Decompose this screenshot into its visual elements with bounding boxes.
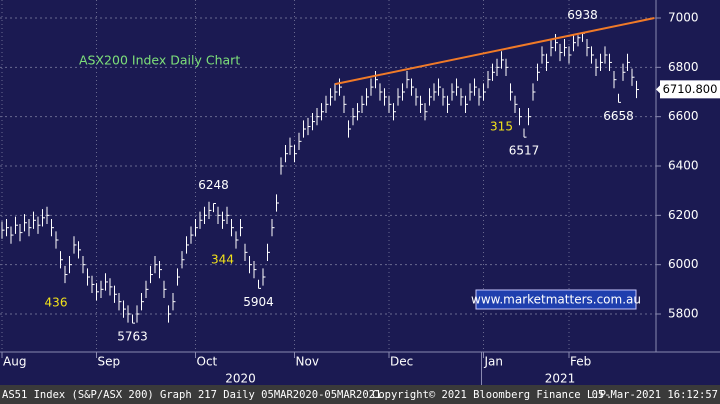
annotation: 6517 [509,144,540,158]
x-tick-label: Sep [98,355,121,369]
watermark-frame [475,289,637,310]
x-tick-label: Dec [390,355,413,369]
count-label: 436 [45,295,68,309]
y-tick-label: 6400 [668,159,699,173]
year-label: 2020 [225,372,256,386]
footer-bar [0,385,720,404]
x-tick-label: Jan [484,355,504,369]
chart-title: ASX200 Index Daily Chart [79,53,240,68]
x-tick-label: Feb [570,355,591,369]
annotation: 5904 [243,295,274,309]
y-tick-label: 5800 [668,307,699,321]
x-tick-label: Aug [3,355,26,369]
annotation: 6938 [567,8,598,22]
watermark: www.marketmatters.com.au [471,293,641,307]
year-label: 2021 [545,372,576,386]
count-label: 315 [490,120,513,134]
y-tick-label: 6200 [668,208,699,222]
x-tick-label: Oct [197,355,218,369]
last-price-box [660,80,720,99]
bars [1,32,639,324]
annotation: 5763 [117,330,148,344]
last-price-pointer [656,84,661,95]
y-tick-label: 6600 [668,109,699,123]
y-tick-label: 6800 [668,60,699,74]
annotation: 6248 [198,178,229,192]
count-label: 344 [211,252,234,266]
footer-left: AS51 Index (S&P/ASX 200) Graph 217 Daily… [2,389,381,401]
y-tick-label: 6000 [668,257,699,271]
x-tick-label: Nov [296,355,319,369]
y-tick-label: 7000 [668,11,699,25]
trendline [334,17,655,86]
footer-right: 05-Mar-2021 16:12:57 [592,389,718,401]
last-price-label: 6710.800 [663,82,718,96]
footer-center: Copyright© 2021 Bloomberg Finance L.P. [372,389,612,401]
annotation: 6658 [603,109,634,123]
watermark-box: www.marketmatters.com.au [471,289,641,310]
grid [0,0,656,352]
